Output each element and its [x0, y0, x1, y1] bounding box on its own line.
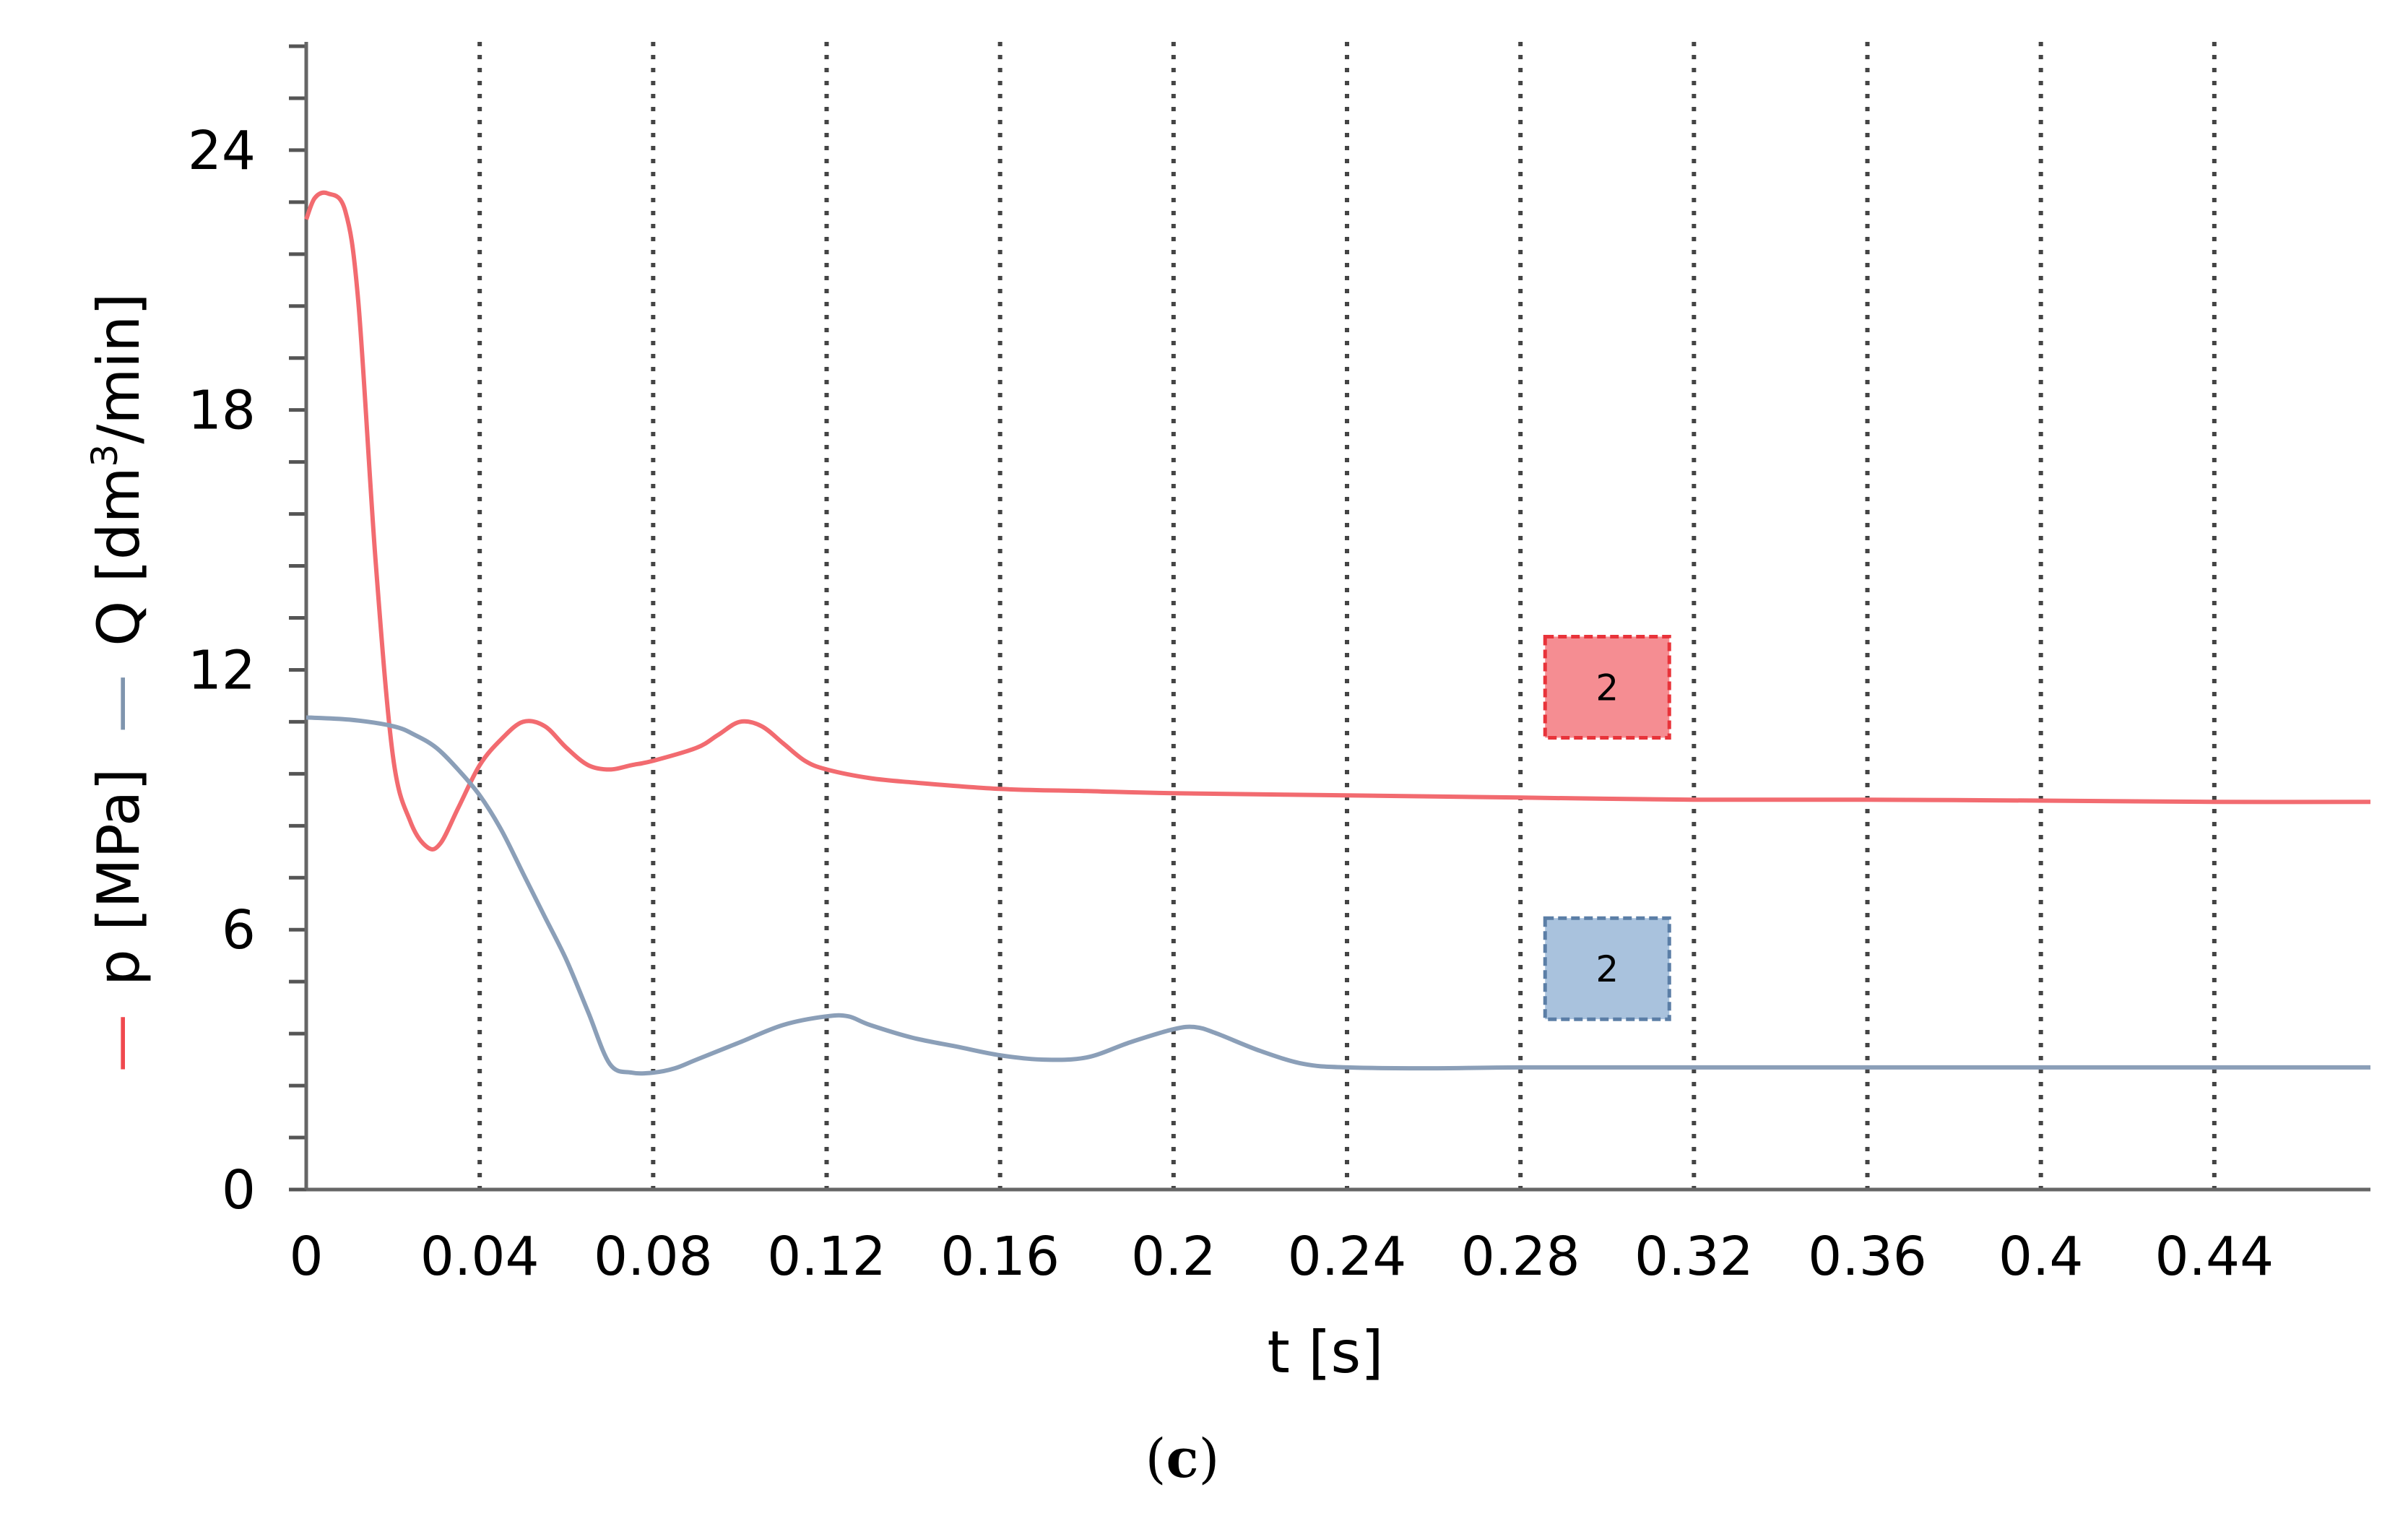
q-axis-label: Q [dm	[85, 467, 152, 646]
y-minor-ticks	[289, 44, 306, 1192]
x-axis-title: t [s]	[1268, 1319, 1384, 1386]
y-tick-label: 6	[222, 899, 256, 961]
series-line-Q	[306, 715, 2370, 1076]
x-tick-label: 0.24	[1288, 1226, 1407, 1288]
x-tick-label: 0.44	[2154, 1226, 2274, 1288]
y-tick-label: 0	[222, 1159, 256, 1221]
x-tick-labels: 0 0.04 0.08 0.12 0.16 0.2 0.24 0.28 0.32 0.36 0.4 0…	[289, 1226, 2274, 1288]
x-tick-label: 0.12	[767, 1226, 886, 1288]
series-markers: 22	[1543, 634, 1671, 1021]
vertical-gridlines	[477, 42, 2217, 1190]
x-tick-label: 0.28	[1461, 1226, 1580, 1288]
x-tick-label: 0.2	[1131, 1226, 1216, 1288]
x-tick-label: 0.36	[1808, 1226, 1927, 1288]
p-axis-label: p [MPa]	[85, 768, 152, 986]
y-tick-label: 12	[188, 639, 256, 701]
x-tick-label: 0.08	[594, 1226, 713, 1288]
q-legend-dash: —	[85, 675, 152, 732]
series-marker-label-p: 2	[1595, 667, 1619, 709]
y-tick-label: 24	[188, 120, 256, 182]
series-line-p	[304, 190, 2371, 852]
y-tick-label: 18	[188, 380, 256, 442]
y-tick-labels: 0 6 12 18 24	[188, 120, 256, 1221]
caption-close-paren: )	[1199, 1428, 1220, 1490]
figure-caption: (c)	[1145, 1428, 1220, 1490]
p-legend-dash: —	[85, 1014, 152, 1072]
x-tick-label: 0	[289, 1226, 323, 1288]
q-axis-label-unit: /min]	[85, 293, 152, 444]
x-tick-label: 0.16	[940, 1226, 1060, 1288]
x-tick-label: 0.4	[1998, 1226, 2084, 1288]
x-tick-label: 0.04	[420, 1226, 540, 1288]
x-tick-label: 0.32	[1634, 1226, 1754, 1288]
caption-letter: c	[1166, 1428, 1198, 1490]
series-lines	[304, 190, 2371, 1076]
series-marker-label-Q: 2	[1595, 948, 1619, 990]
caption-open-paren: (	[1145, 1428, 1166, 1490]
series-marker-p	[1543, 634, 1671, 740]
y-axis-title: — p [MPa] — Q [dm3/min]	[84, 293, 152, 1073]
series-marker-Q	[1543, 916, 1671, 1021]
q-axis-label-superscript: 3	[84, 444, 126, 467]
